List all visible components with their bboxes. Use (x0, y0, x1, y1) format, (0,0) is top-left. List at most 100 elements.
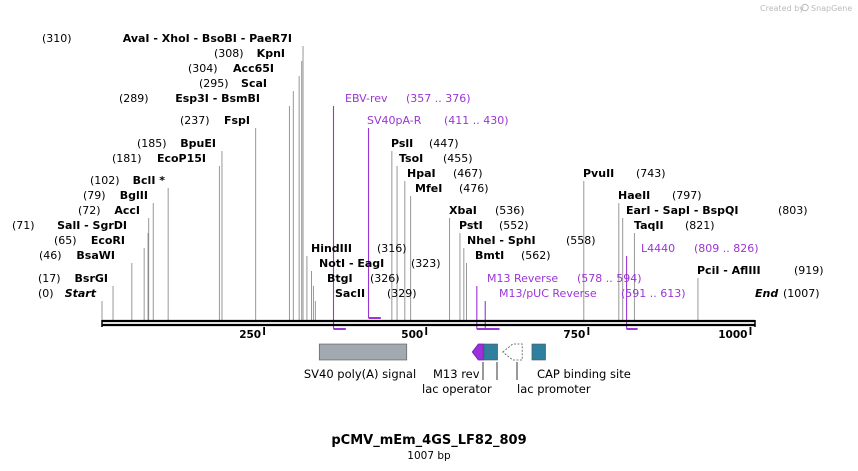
feature-lac-promoter[interactable] (502, 343, 523, 361)
site-position-taqii: (821) (685, 219, 715, 232)
feature-sv40-poly-a-signal-label: SV40 poly(A) signal (304, 367, 416, 381)
site-position-bmti: (562) (521, 249, 551, 262)
primer-label-ebv-rev[interactable]: EBV-rev (345, 92, 388, 105)
primer-range-m13-reverse: (578 .. 594) (577, 272, 642, 285)
site-position-noti-eagi: (323) (411, 257, 441, 270)
site-position-btgi: (326) (370, 272, 400, 285)
site-position-haeii: (797) (672, 189, 702, 202)
site-label-bmti[interactable]: BmtI (475, 249, 504, 262)
site-label-xbai[interactable]: XbaI (449, 204, 477, 217)
site-position-scai: (295) (199, 77, 229, 90)
site-labels: (310) AvaI - XhoI - BsoBI - PaeR7I (308) Kp… (12, 32, 824, 300)
feature-m13-rev[interactable] (471, 343, 484, 361)
site-position-ecop15i: (181) (112, 152, 142, 165)
site-label-pcii-afliii[interactable]: PciI - AflIII (697, 264, 761, 277)
axis-label-1000: 1000 (718, 329, 747, 341)
site-position-start: (0) (38, 287, 54, 300)
site-label-fspi[interactable]: FspI (224, 114, 250, 127)
site-label-kpni[interactable]: KpnI (257, 47, 285, 60)
site-label-avai-xhoi-bsobi-paer7i[interactable]: AvaI - XhoI - BsoBI - PaeR7I (123, 32, 292, 45)
primer-binding-marks (333, 317, 638, 330)
site-label-bpuei[interactable]: BpuEI (180, 137, 216, 150)
axis-label-500: 500 (401, 329, 423, 341)
plasmid-size: 1007 bp (407, 450, 451, 462)
site-label-mfei[interactable]: MfeI (415, 182, 442, 195)
axis-label-250: 250 (239, 329, 261, 341)
site-label-end[interactable]: End (755, 287, 778, 300)
primer-label-m13-puc-reverse[interactable]: M13/pUC Reverse (499, 287, 597, 300)
primer-range-l4440: (809 .. 826) (694, 242, 759, 255)
site-position-bglii: (79) (83, 189, 106, 202)
site-lines (101, 46, 699, 320)
site-label-noti-eagi[interactable]: NotI - EagI (319, 257, 384, 270)
site-label-pvuii[interactable]: PvuII (583, 167, 614, 180)
site-position-eari-sapi-bspqi: (803) (778, 204, 808, 217)
primer-range-sv40pa-r: (411 .. 430) (444, 114, 509, 127)
site-position-bpuei: (185) (137, 137, 167, 150)
site-label-haeii[interactable]: HaeII (618, 189, 650, 202)
primer-labels: EBV-rev (357 .. 376) SV40pA-R (411 .. 430) M… (345, 92, 759, 300)
primer-label-sv40pa-r[interactable]: SV40pA-R (367, 114, 422, 127)
feature-m13-rev-label: M13 rev (433, 367, 480, 381)
site-label-acc65i[interactable]: Acc65I (233, 62, 274, 75)
site-label-hpai[interactable]: HpaI (407, 167, 436, 180)
site-position-bsrgi: (17) (38, 272, 61, 285)
feature-sv40-poly-a-signal[interactable] (318, 343, 408, 361)
site-label-psli[interactable]: PslI (391, 137, 413, 150)
site-position-nhei-sphi: (558) (566, 234, 596, 247)
brand-text: SnapGene (811, 4, 852, 13)
site-label-bsawi[interactable]: BsaWI (76, 249, 115, 262)
site-position-bcli: (102) (90, 174, 120, 187)
primer-range-m13-puc-reverse: (591 .. 613) (621, 287, 686, 300)
site-label-sali-sgrdi[interactable]: SalI - SgrDI (57, 219, 127, 232)
feature-lac-promoter-label: lac promoter (517, 382, 591, 396)
primer-lines (332, 106, 628, 329)
site-position-xbai: (536) (495, 204, 525, 217)
site-position-pvuii: (743) (636, 167, 666, 180)
site-position-sacii: (329) (387, 287, 417, 300)
axis-label-750: 750 (563, 329, 585, 341)
snapgene-logo-icon (801, 3, 809, 12)
feature-lac-operator[interactable] (483, 343, 498, 361)
site-label-bsrgi[interactable]: BsrGI (75, 272, 108, 285)
site-label-eari-sapi-bspqi[interactable]: EarI - SapI - BspQI (626, 204, 738, 217)
credit-text: Created by (760, 4, 804, 13)
site-label-taqii[interactable]: TaqII (634, 219, 664, 232)
site-position-hpai: (467) (453, 167, 483, 180)
site-position-acci: (72) (78, 204, 101, 217)
site-label-hindiii[interactable]: HindIII (311, 242, 352, 255)
site-position-hindiii: (316) (377, 242, 407, 255)
site-position-end: (1007) (783, 287, 820, 300)
site-label-acci[interactable]: AccI (114, 204, 140, 217)
feature-lac-operator-label: lac operator (422, 382, 492, 396)
site-position-sali-sgrdi: (71) (12, 219, 35, 232)
primer-range-ebv-rev: (357 .. 376) (406, 92, 471, 105)
site-label-btgi[interactable]: BtgI (327, 272, 353, 285)
site-position-acc65i: (304) (188, 62, 218, 75)
site-position-psli: (447) (429, 137, 459, 150)
site-label-esp3i-bsmbi[interactable]: Esp3I - BsmBI (175, 92, 260, 105)
site-position-psti: (552) (499, 219, 529, 232)
feature-cap-binding-site-label: CAP binding site (537, 367, 631, 381)
site-label-start[interactable]: Start (65, 287, 97, 300)
primer-label-m13-reverse[interactable]: M13 Reverse (487, 272, 558, 285)
site-label-bcli[interactable]: BclI * (133, 174, 166, 187)
site-position-tsoi: (455) (443, 152, 473, 165)
position-axis: 250 500 750 1000 (239, 327, 752, 341)
feature-cap-binding-site[interactable] (531, 343, 546, 361)
site-position-bsawi: (46) (39, 249, 62, 262)
site-label-sacii[interactable]: SacII (335, 287, 365, 300)
site-label-tsoi[interactable]: TsoI (399, 152, 423, 165)
site-label-scai[interactable]: ScaI (241, 77, 267, 90)
site-label-ecori[interactable]: EcoRI (91, 234, 125, 247)
site-position-avai-xhoi-bsobi-paer7i: (310) (42, 32, 72, 45)
site-label-bglii[interactable]: BglII (120, 189, 148, 202)
site-label-nhei-sphi[interactable]: NheI - SphI (467, 234, 536, 247)
site-position-mfei: (476) (459, 182, 489, 195)
primer-label-l4440[interactable]: L4440 (641, 242, 675, 255)
site-position-fspi: (237) (180, 114, 210, 127)
site-label-ecop15i[interactable]: EcoP15I (157, 152, 206, 165)
site-label-psti[interactable]: PstI (459, 219, 483, 232)
